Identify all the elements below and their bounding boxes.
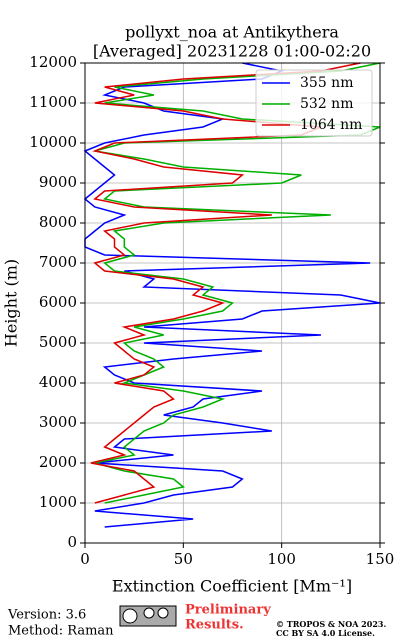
y-tick-label: 3000 (39, 413, 77, 431)
y-tick-label: 11000 (29, 93, 77, 111)
version: Version: 3.6 (7, 608, 86, 623)
x-tick-label: 100 (267, 550, 296, 568)
y-tick-label: 9000 (39, 173, 77, 191)
x-tick-label: 0 (80, 550, 90, 568)
legend-label: 1064 nm (300, 117, 362, 133)
y-tick-label: 12000 (29, 53, 77, 71)
chart-title: pollyxt_noa at Antikythera (125, 23, 339, 42)
y-tick-label: 7000 (39, 253, 77, 271)
y-tick-label: 5000 (39, 333, 77, 351)
license-logo (119, 605, 177, 627)
plot-frame (84, 62, 381, 544)
legend-label: 532 nm (300, 96, 353, 112)
y-tick-label: 1000 (39, 493, 77, 511)
y-tick-label: 6000 (39, 293, 77, 311)
preliminary-note: Preliminary (185, 603, 271, 618)
x-tick-label: 50 (174, 550, 193, 568)
y-axis-label: Height (m) (2, 259, 21, 347)
x-axis-label: Extinction Coefficient [Mm⁻¹] (112, 577, 352, 596)
y-tick-label: 2000 (39, 453, 77, 471)
chart-title: [Averaged] 20231228 01:00-02:20 (93, 42, 371, 61)
copyright: © TROPOS & NOA 2023. (276, 619, 386, 629)
method: Method: Raman (8, 624, 114, 639)
profile-line (83, 62, 381, 528)
y-tick-label: 4000 (39, 373, 77, 391)
legend-label: 355 nm (300, 75, 353, 91)
preliminary-note: Results. (185, 618, 244, 633)
y-tick-label: 8000 (39, 213, 77, 231)
y-tick-label: 10000 (29, 133, 77, 151)
y-tick-label: 0 (67, 533, 77, 551)
copyright: CC BY SA 4.0 License. (276, 628, 375, 638)
legend-box (255, 69, 373, 137)
x-tick-label: 150 (366, 550, 395, 568)
